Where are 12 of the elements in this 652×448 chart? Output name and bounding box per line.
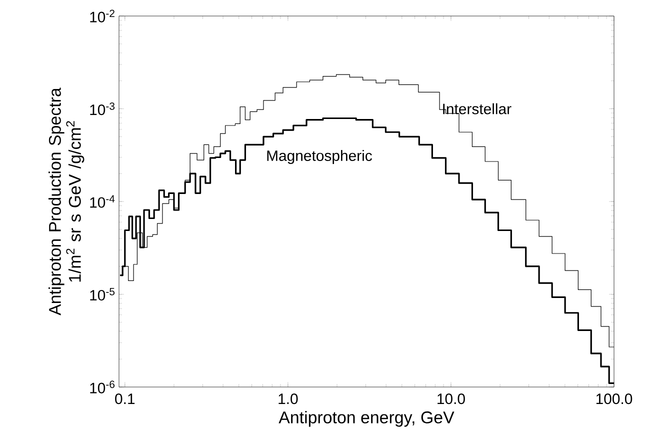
- y-tick-label: 10$^{-4}$: [90, 195, 115, 208]
- x-tick-label: 0.1: [115, 394, 135, 404]
- y-tick-label: 10$^{-6}$: [90, 380, 115, 394]
- y-tick-label: 10$^{-2}$: [90, 10, 114, 22]
- x-axis-title: Antiproton energy, GeV: [278, 410, 454, 427]
- x-tick-label: 100.0: [596, 394, 632, 404]
- series-label: Magnetospheric: [267, 150, 372, 164]
- x-tick-label: 10.0: [438, 394, 465, 404]
- x-tick-label: 1.0: [278, 394, 298, 404]
- y-tick-label: 10$^{-5}$: [90, 288, 115, 301]
- y-tick-label: 10$^{-3}$: [90, 102, 115, 116]
- series-label: Interstellar: [443, 103, 512, 114]
